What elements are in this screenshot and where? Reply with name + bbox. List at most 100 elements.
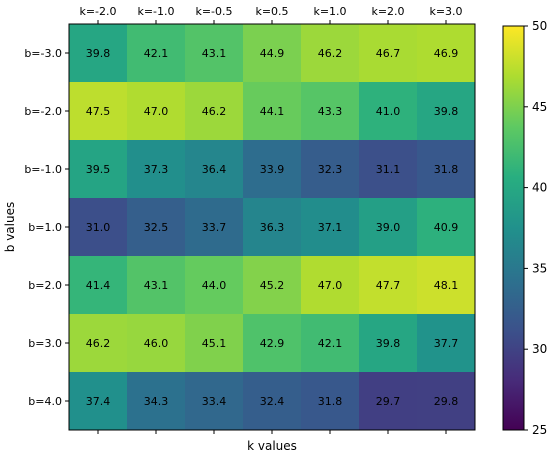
y-tick-marks — [65, 52, 69, 402]
cell-value-label: 43.3 — [318, 105, 343, 118]
y-tick-label: b=-1.0 — [24, 163, 62, 176]
colorbar-tick-label: 25 — [532, 423, 547, 437]
heatmap-cell — [69, 198, 128, 257]
cell-value-label: 37.3 — [144, 163, 169, 176]
cell-value-label: 42.9 — [260, 337, 285, 350]
heatmap-cell — [301, 372, 360, 431]
heatmap-cell — [417, 314, 476, 373]
heatmap-cell — [243, 256, 302, 315]
heatmap-cell — [243, 372, 302, 431]
cell-value-label: 41.4 — [86, 279, 111, 292]
heatmap-cell — [359, 314, 418, 373]
cell-value-label: 39.0 — [376, 221, 401, 234]
heatmap-cell — [185, 256, 244, 315]
cell-value-label: 31.8 — [434, 163, 459, 176]
x-tick-label: k=-0.5 — [195, 5, 232, 18]
cell-value-label: 46.0 — [144, 337, 169, 350]
x-tick-label: k=-2.0 — [79, 5, 116, 18]
x-tick-label: k=0.5 — [255, 5, 288, 18]
heatmap-cell — [417, 140, 476, 199]
heatmap-cell — [185, 140, 244, 199]
x-tick-labels: k=-2.0 k=-1.0 k=-0.5 k=0.5 k=1.0 k=2.0 k=3.0 — [79, 5, 462, 18]
heatmap-cell — [127, 82, 186, 141]
y-tick-label: b=3.0 — [28, 337, 62, 350]
cell-value-labels: 39.8 42.1 43.1 44.9 46.2 46.7 46.9 47.5 47.0 46.2… — [86, 47, 459, 408]
cell-value-label: 41.0 — [376, 105, 401, 118]
heatmap-cell — [301, 24, 360, 83]
cell-value-label: 43.1 — [144, 279, 169, 292]
x-tick-label: k=1.0 — [313, 5, 346, 18]
cell-value-label: 34.3 — [144, 395, 169, 408]
heatmap-cell — [243, 314, 302, 373]
cell-value-label: 46.9 — [434, 47, 459, 60]
heatmap-cell — [359, 24, 418, 83]
heatmap-cell — [69, 24, 128, 83]
heatmap-cell — [185, 82, 244, 141]
heatmap-cell — [243, 140, 302, 199]
y-tick-label: b=2.0 — [28, 279, 62, 292]
cell-value-label: 36.4 — [202, 163, 227, 176]
heatmap-cells — [69, 24, 476, 431]
cell-value-label: 47.7 — [376, 279, 401, 292]
cell-value-label: 39.8 — [376, 337, 401, 350]
heatmap-cell — [185, 24, 244, 83]
heatmap-cell — [301, 314, 360, 373]
heatmap-cell — [417, 24, 476, 83]
cell-value-label: 47.0 — [318, 279, 343, 292]
cell-value-label: 46.2 — [86, 337, 111, 350]
heatmap-cell — [417, 372, 476, 431]
cell-value-label: 39.5 — [86, 163, 111, 176]
heatmap-cell — [359, 256, 418, 315]
cell-value-label: 33.4 — [202, 395, 227, 408]
y-axis-label: b values — [3, 202, 17, 252]
heatmap-cell — [185, 314, 244, 373]
cell-value-label: 33.7 — [202, 221, 227, 234]
cell-value-label: 48.1 — [434, 279, 459, 292]
heatmap-cell — [301, 140, 360, 199]
cell-value-label: 33.9 — [260, 163, 285, 176]
cell-value-label: 31.0 — [86, 221, 111, 234]
heatmap-cell — [127, 314, 186, 373]
heatmap-cell — [243, 82, 302, 141]
cell-value-label: 44.9 — [260, 47, 285, 60]
cell-value-label: 42.1 — [144, 47, 169, 60]
heatmap-cell — [243, 198, 302, 257]
heatmap-cell — [301, 256, 360, 315]
heatmap-cell — [359, 198, 418, 257]
cell-value-label: 46.7 — [376, 47, 401, 60]
y-tick-label: b=1.0 — [28, 221, 62, 234]
heatmap-cell — [69, 256, 128, 315]
heatmap-cell — [127, 256, 186, 315]
cell-value-label: 44.0 — [202, 279, 227, 292]
cell-value-label: 32.3 — [318, 163, 343, 176]
cell-value-label: 39.8 — [86, 47, 111, 60]
cell-value-label: 37.4 — [86, 395, 111, 408]
cell-value-label: 32.5 — [144, 221, 169, 234]
heatmap-cell — [417, 82, 476, 141]
colorbar-ticks: 25 30 35 40 45 50 — [524, 19, 547, 437]
cell-value-label: 47.0 — [144, 105, 169, 118]
heatmap-cell — [359, 140, 418, 199]
heatmap-cell — [127, 24, 186, 83]
colorbar-tick-label: 50 — [532, 19, 547, 33]
heatmap-cell — [359, 82, 418, 141]
heatmap-cell — [69, 314, 128, 373]
x-tick-marks — [97, 20, 447, 434]
cell-value-label: 39.8 — [434, 105, 459, 118]
cell-value-label: 29.7 — [376, 395, 401, 408]
colorbar-tick-label: 40 — [532, 181, 547, 195]
heatmap-cell — [417, 198, 476, 257]
heatmap-cell — [417, 256, 476, 315]
heatmap-cell — [69, 82, 128, 141]
heatmap-cell — [127, 198, 186, 257]
heatmap-cell — [301, 198, 360, 257]
heatmap-cell — [69, 372, 128, 431]
cell-value-label: 47.5 — [86, 105, 111, 118]
colorbar-tick-label: 30 — [532, 342, 547, 356]
heatmap-cell — [127, 140, 186, 199]
y-tick-labels: b=-3.0 b=-2.0 b=-1.0 b=1.0 b=2.0 b=3.0 b=4.0 — [24, 47, 62, 408]
cell-value-label: 36.3 — [260, 221, 285, 234]
cell-value-label: 45.2 — [260, 279, 285, 292]
cell-value-label: 42.1 — [318, 337, 343, 350]
cell-value-label: 43.1 — [202, 47, 227, 60]
